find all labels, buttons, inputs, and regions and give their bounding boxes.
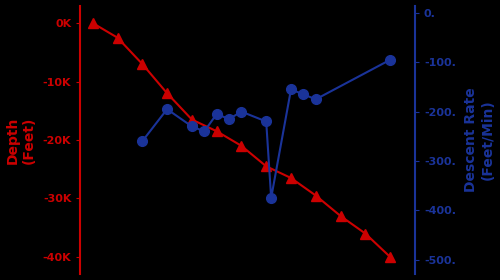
Y-axis label: Descent Rate
(Feet/Min): Descent Rate (Feet/Min) bbox=[464, 88, 494, 192]
Y-axis label: Depth
(Feet): Depth (Feet) bbox=[6, 116, 36, 164]
